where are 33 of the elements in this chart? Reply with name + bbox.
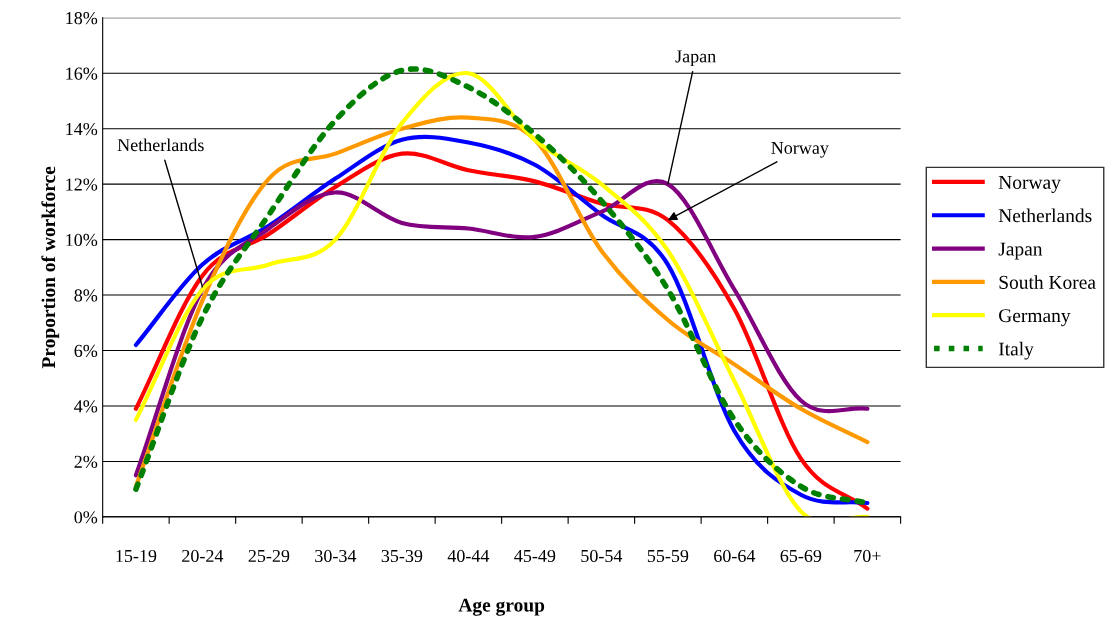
y-tick-label: 2% — [74, 455, 98, 468]
x-tick-label: 65-69 — [780, 549, 822, 563]
y-tick-label: 0% — [74, 511, 98, 524]
x-tick-label: 40-44 — [447, 549, 490, 563]
annotation: Japan — [675, 50, 716, 67]
x-tick-label: 45-49 — [514, 549, 556, 563]
x-tick-label: 35-39 — [381, 549, 423, 563]
annotation: Norway — [771, 141, 829, 158]
y-tick-label: 4% — [74, 400, 98, 413]
x-tick-label: 70+ — [854, 549, 881, 563]
y-axis-title: Proportion of workforce — [41, 166, 60, 369]
y-tick-label: 12% — [66, 178, 98, 191]
y-tick-label: 14% — [66, 122, 98, 136]
legend-label: Netherlands — [998, 208, 1092, 223]
legend-label: Germany — [999, 309, 1071, 327]
legend-label: Japan — [998, 242, 1043, 260]
x-axis-title: Age group — [458, 598, 545, 616]
y-tick-label: 10% — [66, 233, 98, 247]
x-tick-label: 50-54 — [581, 549, 623, 563]
x-tick-label: 20-24 — [182, 549, 224, 563]
x-tick-label: 15-19 — [116, 549, 157, 563]
legend-label: Norway — [998, 175, 1061, 193]
legend-label: South Korea — [999, 275, 1096, 289]
x-tick-label: 25-29 — [248, 549, 290, 563]
annotation: Netherlands — [117, 138, 204, 152]
y-tick-label: 8% — [74, 289, 98, 302]
x-tick-label: 30-34 — [315, 549, 357, 563]
y-tick-label: 6% — [74, 344, 98, 358]
x-tick-label: 55-59 — [647, 549, 689, 563]
y-tick-label: 16% — [66, 67, 98, 80]
x-tick-label: 60-64 — [714, 549, 756, 563]
legend-label: Italy — [998, 341, 1034, 360]
y-tick-label: 18% — [66, 12, 98, 25]
